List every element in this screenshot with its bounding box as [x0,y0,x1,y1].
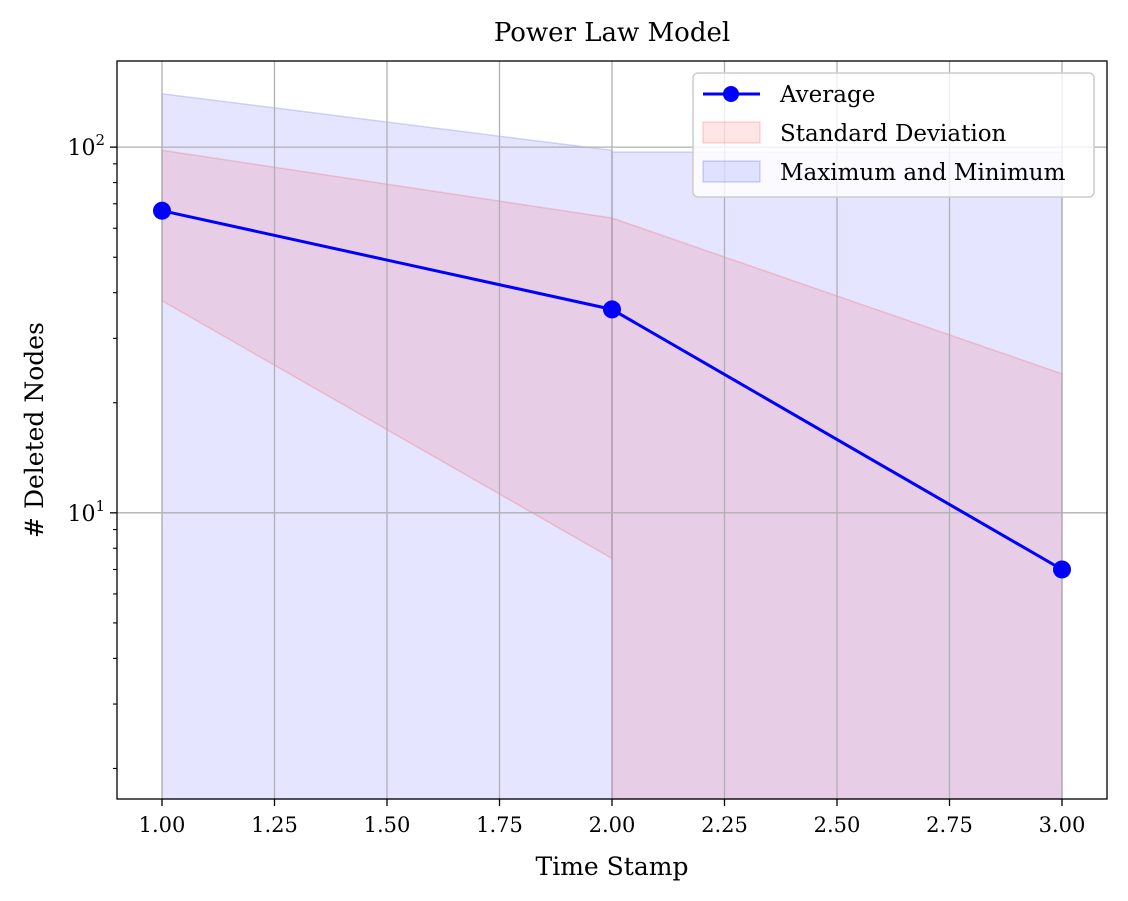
x-tick-label: 1.25 [251,813,298,837]
legend-maximum-and-minimum-label: Maximum and Minimum [780,160,1066,186]
average-point [603,300,621,319]
legend-average-label: Average [779,82,875,108]
average-point [153,201,171,220]
legend-frame [692,72,1095,198]
x-tick-label: 2.00 [589,813,636,837]
x-tick-label: 3.00 [1039,813,1086,837]
chart-title: Power Law Model [494,18,730,48]
x-tick-label: 2.75 [926,813,973,837]
y-tick-label: 101 [67,497,105,527]
x-tick-label: 1.00 [139,813,186,837]
legend-entry-standard-deviation: Standard Deviation [702,121,1007,147]
x-tick-label: 1.50 [364,813,411,837]
x-tick-label: 1.75 [476,813,523,837]
legend-standard-deviation-swatch [702,121,761,144]
x-tick-label: 2.25 [701,813,748,837]
legend-entry-maximum-and-minimum: Maximum and Minimum [702,160,1066,186]
legend-entry-average: Average [703,82,875,108]
x-tick-label: 2.50 [814,813,861,837]
legend: Average Standard Deviation Maximum and M… [692,72,1095,198]
grid-layer [117,61,1107,799]
y-tick-label: 102 [67,131,105,161]
ticks-layer: 1.00 1.25 1.50 1.75 2.00 2.25 2.50 2.75 3.00 101 1… [67,131,1085,837]
series-layer [153,201,1071,579]
x-axis-label: Time Stamp [536,852,689,881]
legend-maximum-and-minimum-swatch [702,160,761,183]
legend-standard-deviation-label: Standard Deviation [780,121,1007,147]
legend-average-marker-swatch [723,86,739,102]
y-axis-label: # Deleted Nodes [20,322,49,538]
average-point [1053,560,1071,579]
